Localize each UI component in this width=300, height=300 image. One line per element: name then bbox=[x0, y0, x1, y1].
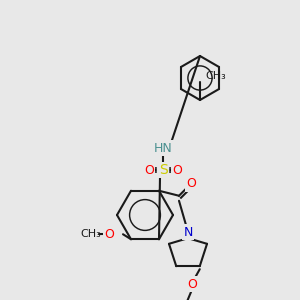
Text: CH₃: CH₃ bbox=[81, 229, 101, 239]
Text: O: O bbox=[104, 228, 114, 241]
Text: O: O bbox=[187, 278, 197, 291]
Text: CH₃: CH₃ bbox=[205, 71, 226, 81]
Text: HN: HN bbox=[154, 142, 172, 154]
Text: O: O bbox=[144, 164, 154, 176]
Text: O: O bbox=[172, 164, 182, 176]
Text: N: N bbox=[183, 226, 193, 238]
Text: O: O bbox=[186, 177, 196, 190]
Text: S: S bbox=[159, 163, 167, 177]
